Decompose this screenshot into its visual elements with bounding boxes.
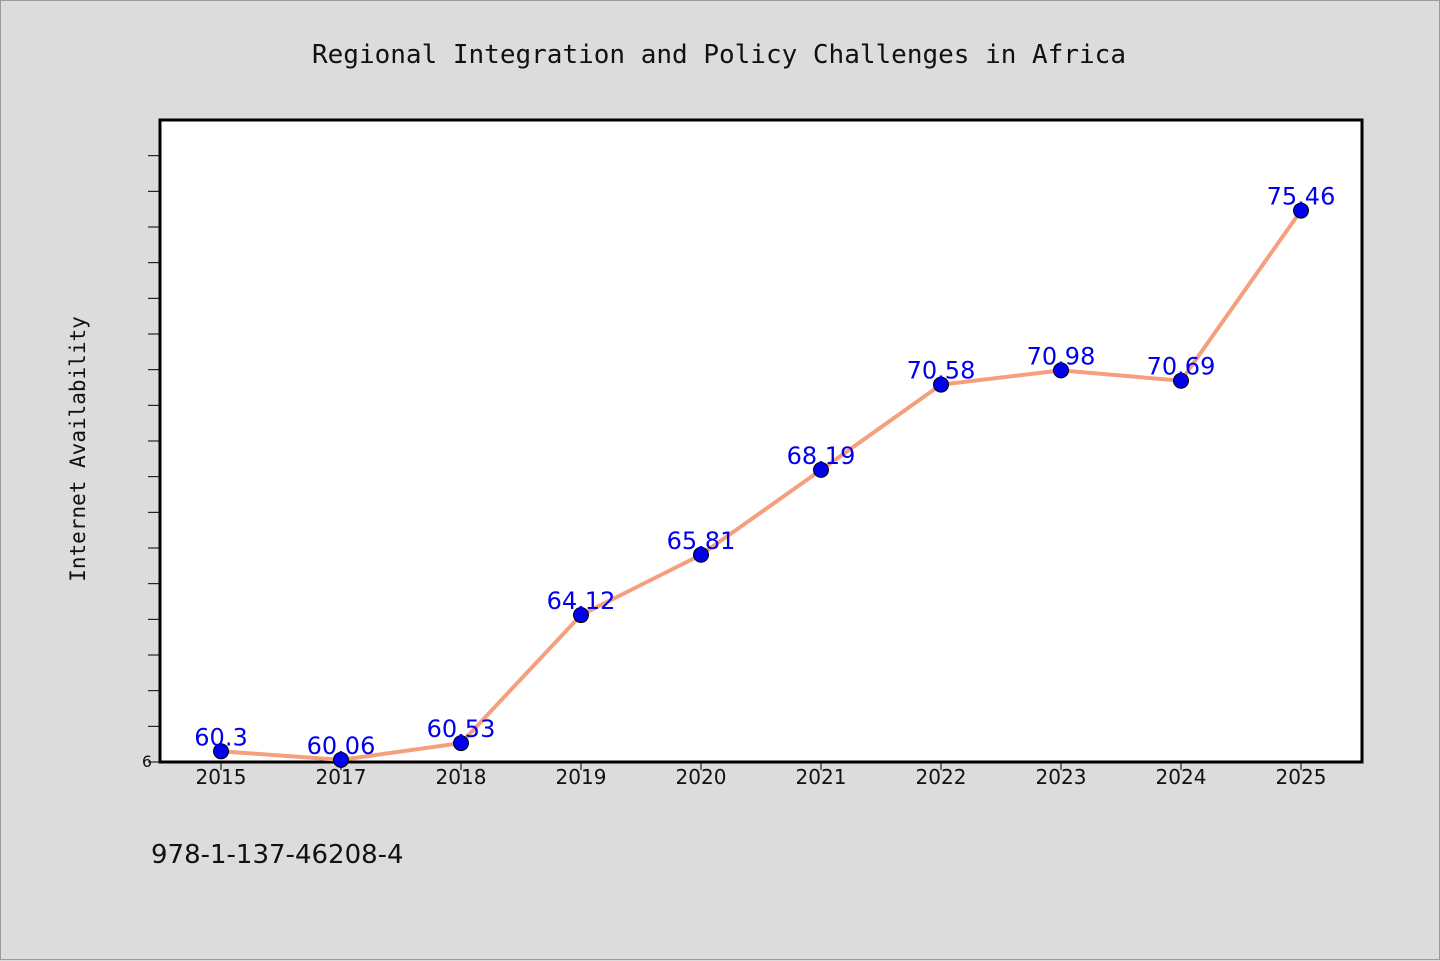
data-point bbox=[933, 376, 949, 393]
x-tick-label: 2025 bbox=[1276, 765, 1327, 789]
data-label: 60.06 bbox=[307, 732, 376, 760]
x-tick-label: 2019 bbox=[556, 765, 607, 789]
y-axis-label: Internet Availability bbox=[66, 316, 90, 582]
chart-title: Regional Integration and Policy Challeng… bbox=[312, 40, 1126, 70]
x-axis: 2015 2017 2018 2019 2020 2021 2022 2023 2024 2025 bbox=[196, 762, 1327, 789]
data-label: 70.58 bbox=[907, 357, 976, 385]
data-label: 68.19 bbox=[787, 442, 856, 470]
data-point bbox=[1173, 372, 1189, 389]
data-labels: 60.3 60.06 60.53 64.12 65.81 68.19 70.58 70.98 7… bbox=[194, 183, 1335, 760]
y-axis-ticks bbox=[148, 155, 160, 763]
data-point bbox=[693, 546, 709, 563]
data-label: 75.46 bbox=[1267, 183, 1336, 211]
x-tick-label: 2018 bbox=[436, 765, 487, 789]
y-tick-label: 6 bbox=[142, 752, 152, 771]
data-label: 60.53 bbox=[427, 715, 496, 743]
data-point bbox=[333, 751, 349, 768]
x-tick-label: 2015 bbox=[196, 765, 247, 789]
data-point bbox=[1053, 362, 1069, 379]
isbn-footer: 978-1-137-46208-4 bbox=[151, 840, 404, 870]
series-line bbox=[219, 208, 1303, 762]
data-label: 70.98 bbox=[1027, 342, 1096, 370]
data-point bbox=[813, 461, 829, 478]
data-point bbox=[573, 607, 589, 624]
x-tick-label: 2021 bbox=[796, 765, 847, 789]
data-label: 65.81 bbox=[667, 527, 736, 555]
data-point bbox=[1293, 202, 1309, 219]
x-tick-label: 2020 bbox=[676, 765, 727, 789]
data-points bbox=[213, 202, 1309, 768]
x-tick-label: 2024 bbox=[1156, 765, 1207, 789]
x-tick-label: 2023 bbox=[1036, 765, 1087, 789]
x-tick-label: 2022 bbox=[916, 765, 967, 789]
x-tick-label: 2017 bbox=[316, 765, 367, 789]
data-point bbox=[453, 735, 469, 752]
plot-area bbox=[158, 118, 1364, 764]
data-label: 70.69 bbox=[1147, 353, 1216, 381]
data-point bbox=[213, 743, 229, 760]
data-label: 60.3 bbox=[194, 723, 247, 751]
data-label: 64.12 bbox=[547, 587, 616, 615]
